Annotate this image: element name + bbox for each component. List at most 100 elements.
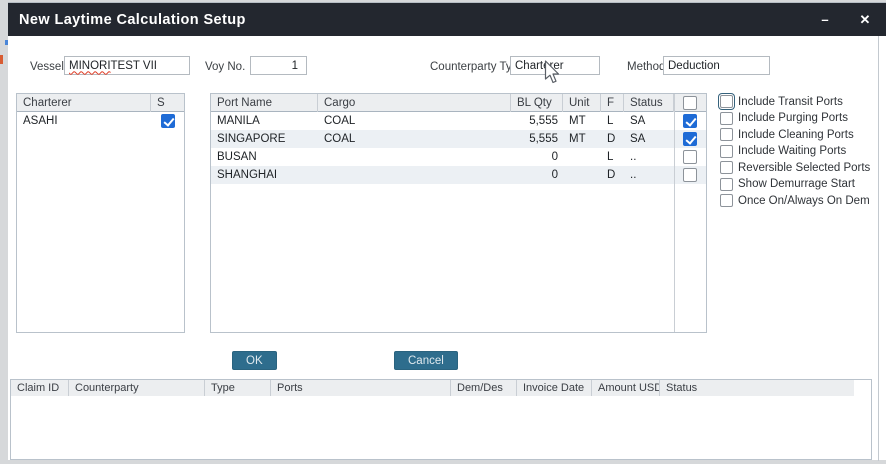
dialog-inner-border [878,36,879,461]
option-reversible-selected-ports[interactable]: Reversible Selected Ports [720,161,878,175]
unit-cell: MT [569,115,586,127]
status-cell: SA [630,133,646,145]
port-name-cell: MANILA [217,115,260,127]
unit-cell: MT [569,133,586,145]
cargo-column-header[interactable]: Cargo [318,93,511,112]
charterer-column-header[interactable]: Charterer [17,93,151,112]
option-include-purging-ports[interactable]: Include Purging Ports [720,111,878,126]
port-select-checkbox[interactable] [683,150,697,164]
cargo-cell: COAL [324,133,356,145]
option-once-on-always-on-dem[interactable]: Once On/Always On Dem [720,194,878,208]
bl-qty-cell: 0 [551,151,558,163]
counterparty-column-header[interactable]: Counterparty [69,380,205,396]
vessel-label: Vessel [30,61,64,73]
f-cell: L [607,151,614,163]
counterparty-type-label: Counterparty Type [430,61,510,73]
option-label: Once On/Always On Dem [738,194,870,207]
invoice-date-column-header[interactable]: Invoice Date [517,380,592,396]
option-label: Include Waiting Ports [738,145,847,158]
counterparty-type-field[interactable]: Charterer [510,56,600,75]
port-select-cell [674,150,706,164]
bl-qty-cell: 0 [551,169,558,181]
option-show-demurrage-start[interactable]: Show Demurrage Start [720,177,878,192]
include-transit-ports-checkbox[interactable] [720,95,733,109]
option-label: Show Demurrage Start [738,178,855,191]
voy-no-label: Voy No. [205,61,246,73]
charterer-table: Charterer S ASAHI [16,93,185,333]
selected-column-header[interactable]: S [157,96,165,109]
checkbox-column-divider [674,94,675,332]
f-cell: D [607,133,616,145]
ports-table-header: Port Name Cargo BL Qty Unit F Status [211,93,706,112]
once-on-always-on-dem-checkbox[interactable] [720,194,733,208]
charterer-select-checkbox[interactable] [160,114,175,128]
charterer-table-header: Charterer S [17,93,184,112]
amount-usd-column-header[interactable]: Amount USD [592,380,660,396]
bl-qty-cell: 5,555 [529,133,558,145]
include-waiting-ports-checkbox[interactable] [720,144,733,158]
option-label: Reversible Selected Ports [738,161,871,174]
port-select-cell [674,132,706,146]
unit-column-header[interactable]: Unit [563,93,601,112]
dem-des-column-header[interactable]: Dem/Des [451,380,517,396]
select-all-ports-checkbox[interactable] [683,95,697,110]
header-spacer [854,380,871,396]
type-column-header[interactable]: Type [205,380,271,396]
claims-table-header: Claim ID Counterparty Type Ports Dem/Des… [11,380,871,396]
show-demurrage-start-checkbox[interactable] [720,177,733,191]
port-row[interactable]: SINGAPORE COAL 5,555 MT D SA [211,130,706,148]
cargo-cell: COAL [324,115,356,127]
f-column-header[interactable]: F [601,93,624,112]
charterer-name-cell: ASAHI [23,115,58,127]
ports-table: Port Name Cargo BL Qty Unit F Status MAN… [210,93,707,333]
port-select-checkbox[interactable] [683,114,697,128]
option-include-waiting-ports[interactable]: Include Waiting Ports [720,144,878,159]
method-field[interactable]: Deduction [663,56,770,75]
port-name-cell: SHANGHAI [217,169,278,181]
ports-column-header[interactable]: Ports [271,380,451,396]
port-name-cell: SINGAPORE [217,133,286,145]
include-purging-ports-checkbox[interactable] [720,111,733,125]
status-column-header[interactable]: Status [624,93,674,112]
bl-qty-column-header[interactable]: BL Qty [511,93,563,112]
f-cell: L [607,115,614,127]
port-select-checkbox[interactable] [683,168,697,182]
charterer-select-cell [151,114,184,128]
port-row[interactable]: MANILA COAL 5,555 MT L SA [211,112,706,130]
status-cell: .. [630,151,637,163]
vessel-value-rest: TEST VII [110,59,157,72]
bl-qty-cell: 5,555 [529,115,558,127]
vessel-field[interactable]: MINORI TEST VII [64,56,190,75]
minimize-button[interactable]: – [821,12,829,27]
status-cell: .. [630,169,637,181]
laytime-calculation-dialog: New Laytime Calculation Setup – ✕ Vessel… [8,2,886,461]
dialog-title: New Laytime Calculation Setup [19,11,246,28]
claims-table: Claim ID Counterparty Type Ports Dem/Des… [10,379,872,460]
option-include-transit-ports[interactable]: Include Transit Ports [720,95,878,109]
option-include-cleaning-ports[interactable]: Include Cleaning Ports [720,128,878,142]
voy-no-field[interactable]: 1 [250,56,307,75]
port-select-cell [674,168,706,182]
include-cleaning-ports-checkbox[interactable] [720,128,733,142]
close-button[interactable]: ✕ [859,11,871,27]
status-cell: SA [630,115,646,127]
background-artifact [0,55,3,64]
option-label: Include Transit Ports [738,95,843,108]
charterer-row[interactable]: ASAHI [17,112,184,130]
reversible-selected-ports-checkbox[interactable] [720,161,733,175]
port-row[interactable]: SHANGHAI 0 D .. [211,166,706,184]
dialog-titlebar[interactable]: New Laytime Calculation Setup [8,3,886,36]
status-column-header[interactable]: Status [660,380,854,396]
options-panel: Include Transit Ports Include Purging Po… [720,95,878,211]
claim-id-column-header[interactable]: Claim ID [11,380,69,396]
port-name-column-header[interactable]: Port Name [211,93,318,112]
ok-button[interactable]: OK [232,351,277,370]
f-cell: D [607,169,616,181]
port-row[interactable]: BUSAN 0 L .. [211,148,706,166]
background-artifact [5,40,8,45]
option-label: Include Purging Ports [738,112,848,125]
cancel-button[interactable]: Cancel [394,351,458,370]
port-select-checkbox[interactable] [683,132,697,146]
option-label: Include Cleaning Ports [738,128,854,141]
method-label: Method [627,61,663,73]
